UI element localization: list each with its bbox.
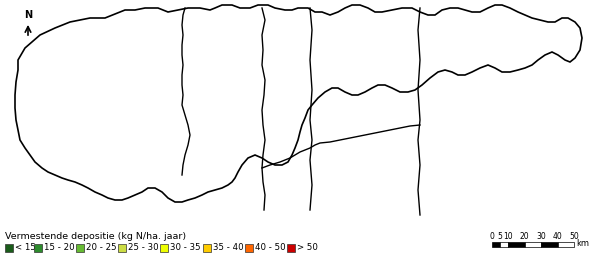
Bar bbox=[76, 244, 84, 252]
Text: 40 - 50: 40 - 50 bbox=[255, 244, 286, 253]
Text: > 50: > 50 bbox=[297, 244, 317, 253]
Text: 30 - 35: 30 - 35 bbox=[171, 244, 201, 253]
Bar bbox=[287, 244, 295, 252]
Bar bbox=[509, 242, 525, 247]
Text: < 15: < 15 bbox=[15, 244, 36, 253]
Bar bbox=[119, 244, 126, 252]
Text: 0: 0 bbox=[490, 232, 494, 241]
Bar bbox=[558, 242, 574, 247]
Bar bbox=[500, 242, 509, 247]
Bar bbox=[202, 244, 211, 252]
Text: 25 - 30: 25 - 30 bbox=[129, 244, 159, 253]
Text: 40: 40 bbox=[553, 232, 562, 241]
Text: 5: 5 bbox=[498, 232, 503, 241]
Text: km: km bbox=[576, 239, 589, 249]
Text: Vermestende depositie (kg N/ha. jaar): Vermestende depositie (kg N/ha. jaar) bbox=[5, 232, 186, 241]
Text: 50: 50 bbox=[569, 232, 579, 241]
Text: 35 - 40: 35 - 40 bbox=[212, 244, 243, 253]
Bar bbox=[525, 242, 541, 247]
Bar bbox=[5, 244, 13, 252]
Bar bbox=[492, 242, 500, 247]
Bar bbox=[160, 244, 169, 252]
Text: 30: 30 bbox=[536, 232, 546, 241]
Bar bbox=[245, 244, 253, 252]
Text: 10: 10 bbox=[504, 232, 513, 241]
Text: 15 - 20: 15 - 20 bbox=[44, 244, 75, 253]
Text: 20: 20 bbox=[520, 232, 530, 241]
Bar bbox=[34, 244, 42, 252]
Bar bbox=[541, 242, 558, 247]
Text: 20 - 25: 20 - 25 bbox=[86, 244, 117, 253]
Text: N: N bbox=[24, 10, 32, 20]
